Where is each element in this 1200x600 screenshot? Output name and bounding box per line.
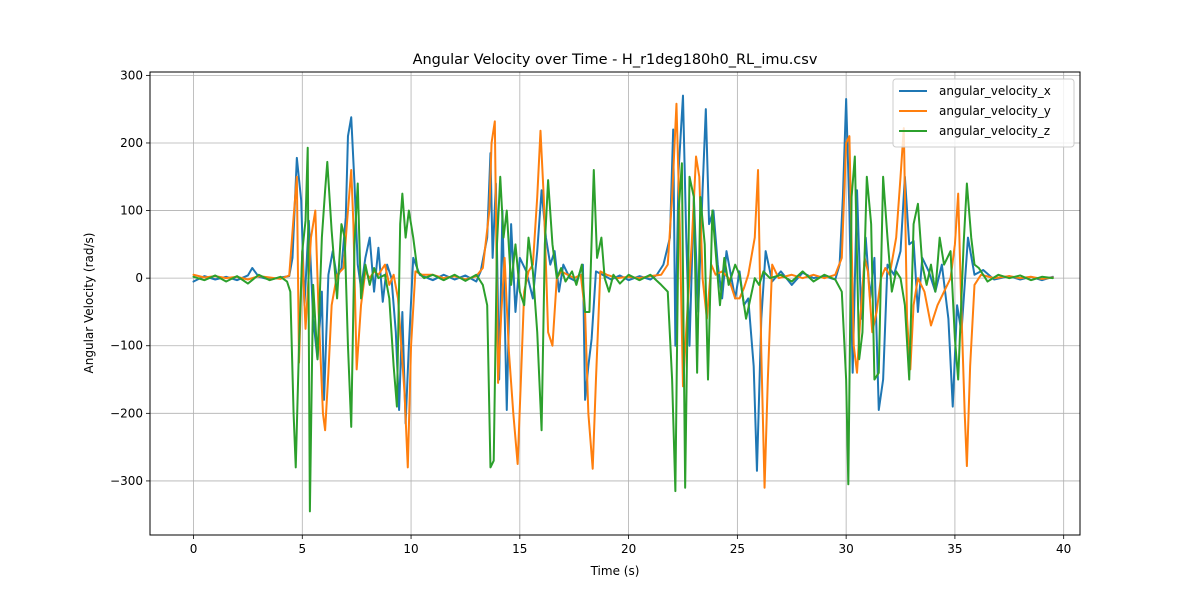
x-tick-label: 40	[1056, 542, 1071, 556]
y-tick-label: 0	[135, 271, 143, 285]
x-tick-label: 0	[190, 542, 198, 556]
y-tick-label: 200	[120, 136, 143, 150]
legend-entry-label: angular_velocity_z	[939, 124, 1050, 138]
x-tick-label: 25	[730, 542, 745, 556]
series-line-angular-velocity-y	[192, 102, 1054, 489]
legend-entry-label: angular_velocity_y	[939, 104, 1051, 118]
y-axis-label: Angular Velocity (rad/s)	[82, 233, 96, 374]
y-axis: −300 −200 −100 0 100 200 300	[110, 68, 150, 488]
y-tick-label: −100	[110, 339, 143, 353]
y-tick-label: −200	[110, 406, 143, 420]
plot-frame	[149, 71, 1081, 536]
y-tick-label: −300	[110, 474, 143, 488]
chart-title: Angular Velocity over Time - H_r1deg180h…	[413, 52, 818, 68]
x-axis: 0 5 10 15 20 25 30 35 40	[190, 535, 1071, 556]
x-tick-label: 10	[403, 542, 418, 556]
x-tick-label: 15	[512, 542, 527, 556]
series-line-angular-velocity-x	[192, 94, 1054, 472]
plot-lines	[192, 94, 1054, 513]
x-tick-label: 30	[838, 542, 853, 556]
x-tick-label: 35	[947, 542, 962, 556]
y-tick-label: 300	[120, 68, 143, 82]
legend-box	[892, 78, 1075, 148]
legend-entry-label: angular_velocity_x	[939, 84, 1051, 98]
legend: angular_velocity_x angular_velocity_yangu…	[892, 78, 1075, 148]
series-line-angular-velocity-z	[192, 146, 1054, 513]
x-tick-label: 5	[298, 542, 306, 556]
x-tick-label: 20	[621, 542, 636, 556]
x-axis-label: Time (s)	[590, 564, 640, 578]
grid	[150, 72, 1080, 535]
y-tick-label: 100	[120, 204, 143, 218]
